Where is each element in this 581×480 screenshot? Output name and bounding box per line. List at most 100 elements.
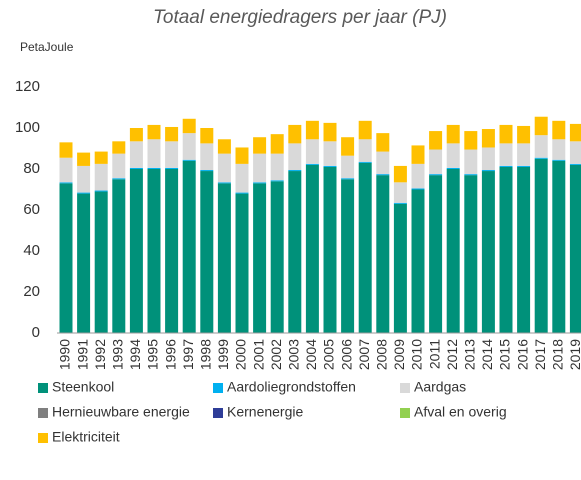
x-tick-label: 2018 [550,339,566,370]
x-tick-label: 2011 [426,339,442,369]
bar-segment [481,147,495,171]
bar-segment [552,120,566,140]
bar-segment [552,139,566,160]
bar-segment [341,137,355,156]
bar-segment [411,145,425,164]
bar-segment [77,193,91,333]
bar-segment [446,169,460,333]
bar-segment [112,179,126,333]
x-tick-label: 2015 [497,339,513,370]
x-tick-label: 2006 [338,339,354,370]
bar-segment [165,141,179,168]
chart-title: Totaal energiedragers per jaar (PJ) [153,7,447,28]
legend-label: Steenkool [52,379,114,395]
bar-segment [305,163,319,165]
bar-segment [94,163,108,191]
bar-segment [200,128,214,144]
x-tick-label: 2005 [321,339,337,370]
bar-segment [429,149,443,175]
bar-segment [517,166,531,333]
bar-segment [429,174,443,176]
bar-segment [200,170,214,172]
bar-segment [411,188,425,190]
bar-segment [270,180,284,182]
legend-swatch [38,433,48,443]
bar-segment [94,191,108,333]
bar-segment [481,170,495,172]
bar-segment [393,203,407,333]
bar-segment [517,143,531,166]
bar-segment [129,128,143,142]
bar-segment [305,120,319,140]
bar-segment [552,159,566,161]
legend-swatch [213,408,223,418]
bar-segment [182,160,196,333]
bar-segment [270,181,284,333]
bar-segment [94,151,108,164]
bar-segment [393,182,407,203]
bar-segment [112,141,126,154]
bar-segment [358,162,372,333]
bar-segment [217,139,231,154]
bar-segment [499,143,513,166]
bar-segment [129,169,143,333]
x-tick-label: 1995 [145,339,161,370]
legend-label: Aardgas [414,379,466,395]
bar-segment [129,167,143,169]
bar-segment [341,179,355,333]
bar-segment [481,129,495,148]
x-tick-label: 2013 [462,339,478,370]
bar-segment [376,133,390,152]
x-tick-label: 2003 [286,339,302,370]
legend-label: Kernenergie [227,404,303,420]
bar-segment [341,155,355,179]
bar-segment [253,183,267,333]
bar-segment [411,163,425,189]
bar-segment [464,174,478,176]
bar-segment [288,171,302,333]
bar-segment [323,166,337,333]
y-tick-label: 40 [23,242,40,259]
y-tick-label: 0 [32,324,40,341]
x-tick-label: 2012 [444,339,460,370]
x-tick-label: 1998 [198,339,214,370]
bar-segment [147,169,161,333]
legend-label: Elektriciteit [52,429,120,445]
bar-segment [305,164,319,333]
bar-segment [165,167,179,169]
y-axis-label: PetaJoule [20,40,74,54]
bar-segment [200,171,214,333]
bar-segment [358,161,372,163]
bar-segment [253,182,267,184]
bar-segment [464,149,478,175]
bar-segment [358,139,372,162]
bar-segment [569,163,581,165]
bar-segment [165,169,179,333]
bar-segment [59,182,73,184]
bar-segment [393,202,407,204]
bar-segment [446,167,460,169]
bar-segment [288,124,302,144]
legend-label: Afval en overig [414,404,507,420]
bar-segment [499,166,513,333]
x-tick-label: 2007 [356,339,372,370]
bar-segment [235,163,249,193]
bar-segment [517,125,531,144]
bar-segment [59,183,73,333]
bar-segment [147,139,161,168]
bar-segment [253,153,267,183]
bar-segment [77,165,91,193]
legend-swatch [38,408,48,418]
y-tick-label: 20 [23,283,40,300]
bar-segment [77,192,91,194]
bar-segment [499,124,513,144]
bar-segment [112,178,126,180]
y-tick-label: 80 [23,160,40,177]
x-tick-label: 2004 [303,339,319,370]
bar-segment [376,174,390,176]
x-tick-label: 2019 [567,339,581,370]
bar-segment [182,118,196,134]
bar-segment [446,124,460,144]
bar-segment [129,141,143,168]
bar-segment [253,137,267,154]
